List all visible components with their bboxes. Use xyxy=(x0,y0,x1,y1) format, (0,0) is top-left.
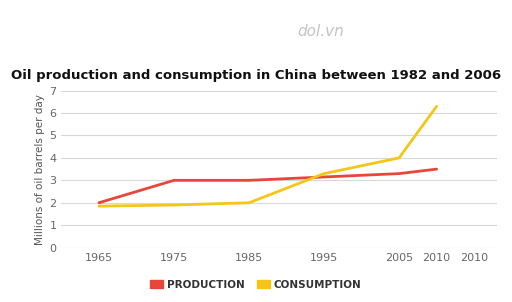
Legend: PRODUCTION, CONSUMPTION: PRODUCTION, CONSUMPTION xyxy=(146,275,366,294)
Text: Oil production and consumption in China between 1982 and 2006: Oil production and consumption in China … xyxy=(11,69,501,82)
Y-axis label: Millions of oil barrels per day: Millions of oil barrels per day xyxy=(35,94,45,245)
Text: dol.vn: dol.vn xyxy=(297,24,344,39)
